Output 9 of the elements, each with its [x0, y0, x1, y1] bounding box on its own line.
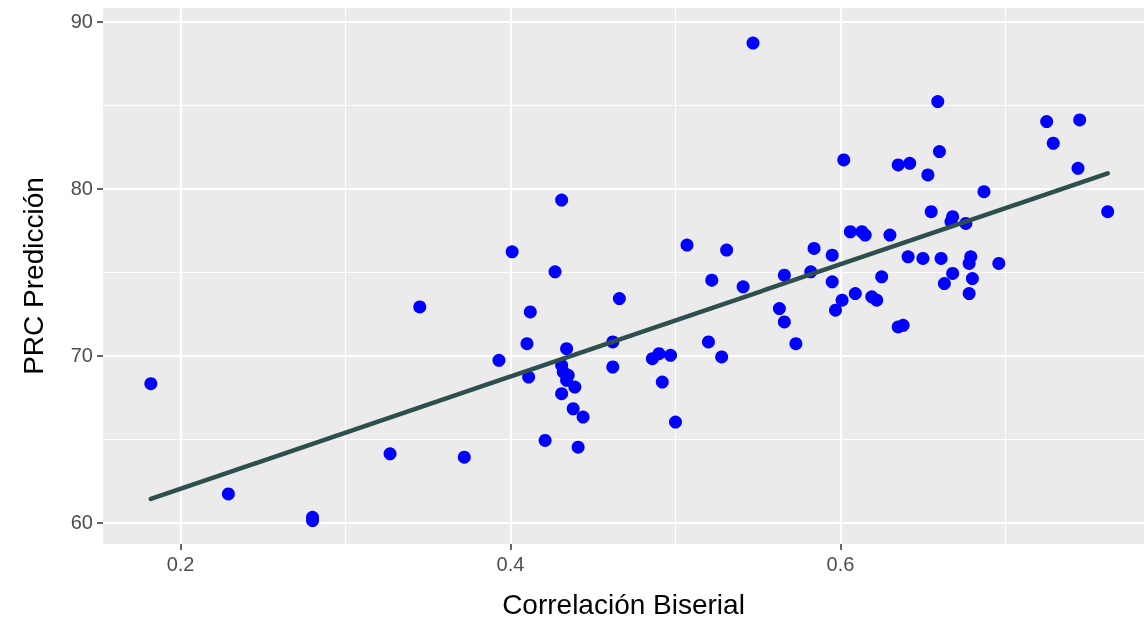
y-tick-label: 90: [70, 10, 93, 33]
x-tick-label: 0.4: [496, 553, 525, 575]
y-tick-label: 70: [70, 344, 93, 367]
x-axis-title: Correlación Biserial: [502, 588, 745, 620]
y-axis-title: PRC Predicción: [17, 177, 49, 375]
y-tick-label: 60: [70, 511, 93, 534]
y-tick-label: 80: [70, 177, 93, 200]
x-tick-label: 0.6: [826, 553, 855, 575]
x-tick-label: 0.2: [166, 553, 195, 575]
